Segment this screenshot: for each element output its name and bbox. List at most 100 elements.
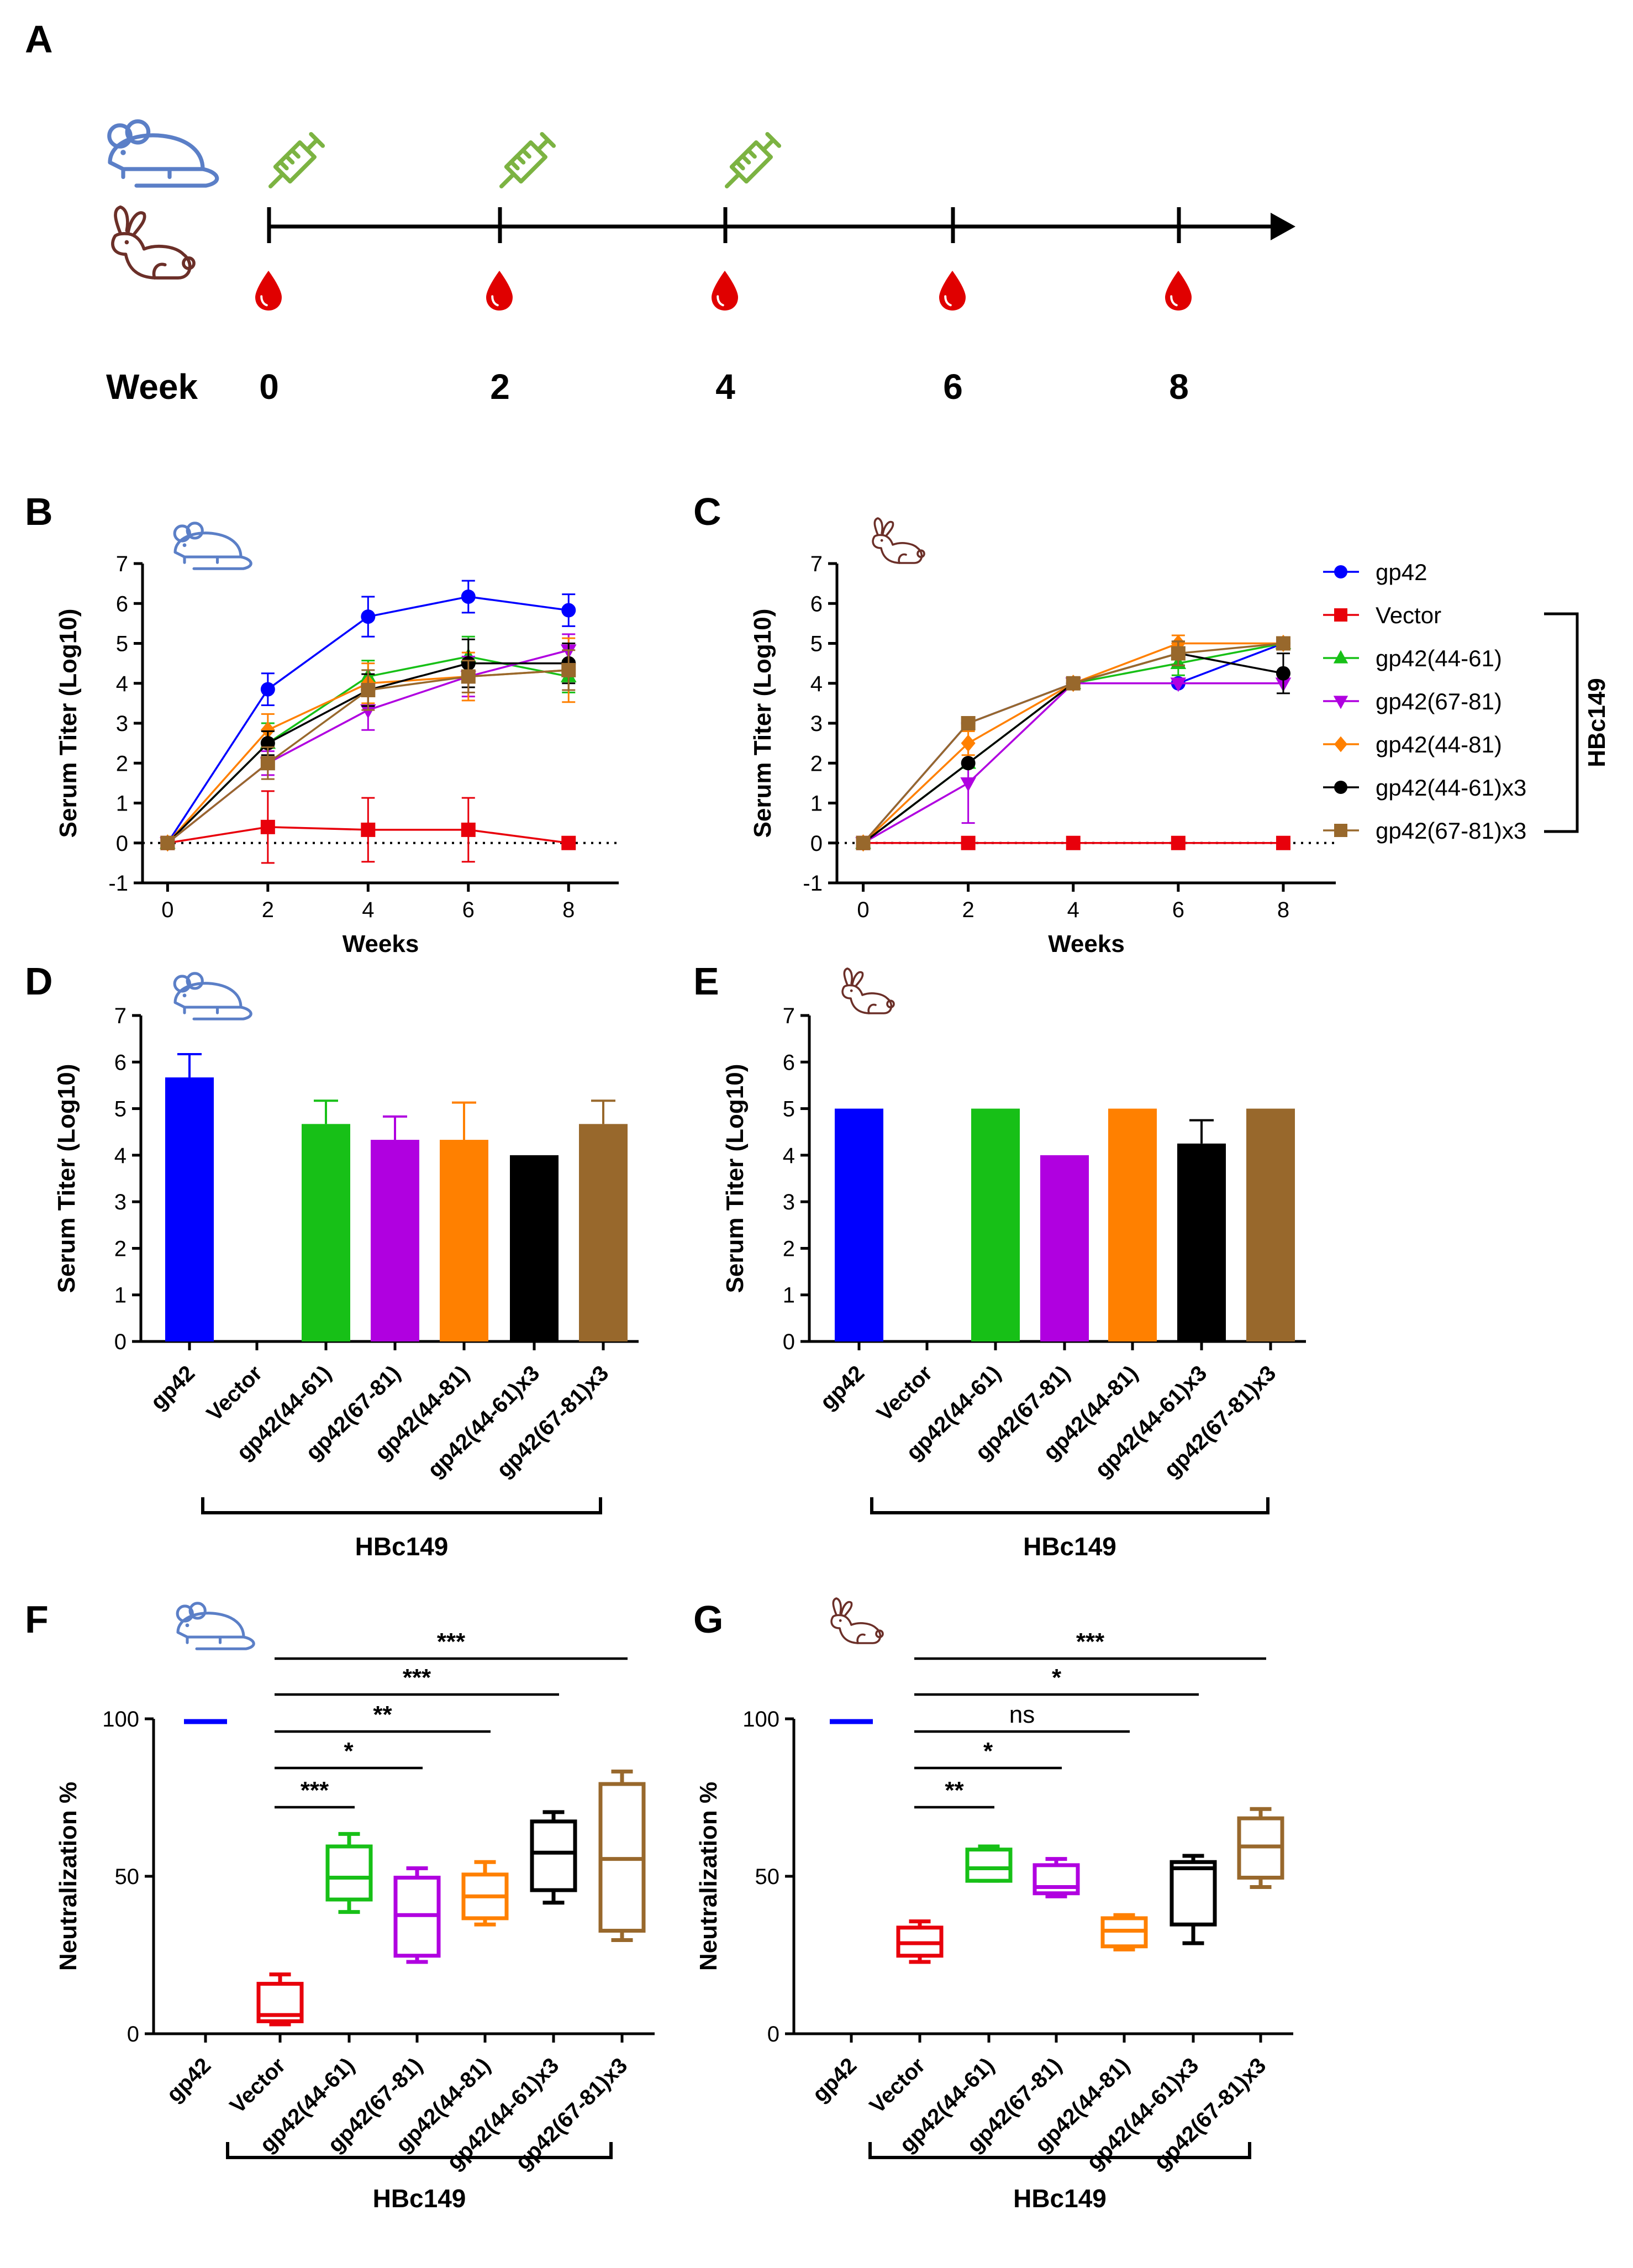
- significance-label: ns: [1009, 1701, 1035, 1728]
- rabbit-tail: [886, 999, 895, 1009]
- syringe-icon: [724, 131, 782, 189]
- mouse-ear: [186, 972, 204, 990]
- marker-square: [561, 662, 576, 677]
- rabbit-leg: [867, 1003, 877, 1014]
- marker-square: [160, 835, 175, 850]
- blood-drop-icon: [255, 271, 282, 311]
- marker-circle: [461, 589, 476, 604]
- y-axis-title: Serum Titer (Log10): [55, 609, 82, 838]
- rabbit-body: [830, 1614, 882, 1644]
- legend-label: gp42(67-81)x3: [1376, 818, 1526, 844]
- significance-label: ***: [1076, 1628, 1105, 1655]
- drop-highlight: [260, 295, 268, 307]
- panel-a-timeline: 0 2 4 6 8 Week: [106, 119, 1295, 407]
- group-bracket: [201, 1497, 602, 1514]
- error-bar: [177, 1053, 202, 1078]
- marker-square: [1334, 824, 1347, 837]
- significance-label: *: [983, 1738, 993, 1765]
- x-tick-label: 2: [962, 898, 974, 922]
- bar-gp42-44-81: [1108, 1108, 1157, 1341]
- mouse-icon: [173, 972, 252, 1020]
- y-tick-label: 3: [116, 712, 128, 736]
- box-gp42-44-61-x3: [1170, 1854, 1217, 1945]
- week-number: 6: [943, 367, 963, 407]
- series-line: [862, 642, 1284, 844]
- y-tick-label: 50: [755, 1865, 780, 1889]
- x-tick-label: 0: [161, 898, 173, 922]
- mouse-eye: [185, 1623, 189, 1628]
- drop-shape: [486, 271, 513, 311]
- marker-triangle-down: [1170, 677, 1187, 692]
- bar-gp42-44-61: [971, 1108, 1020, 1341]
- legend-item-gp42-67-81-x3: gp42(67-81)x3: [1323, 818, 1526, 844]
- panel-letter-c: C: [693, 490, 721, 533]
- x-tick-label: 8: [1277, 898, 1289, 922]
- box-iqr: [1033, 1863, 1080, 1896]
- y-tick-label: 4: [114, 1144, 127, 1168]
- significance-label: **: [373, 1701, 392, 1728]
- series-gp42-67-81-x3: [856, 636, 1290, 850]
- box-iqr: [325, 1844, 373, 1902]
- y-tick-label: -1: [803, 871, 823, 896]
- series-gp42-44-61: [855, 634, 1292, 849]
- rabbit-ear: [832, 1597, 842, 1616]
- rabbit-leg: [152, 262, 167, 280]
- rabbit-ear: [851, 971, 864, 987]
- bar-gp42-67-81-x3: [579, 1124, 628, 1341]
- y-tick-label: 0: [114, 1330, 127, 1354]
- y-tick-label: 0: [783, 1330, 795, 1354]
- marker-square: [961, 716, 976, 730]
- marker-square: [856, 835, 871, 850]
- timeline-arrowhead: [1271, 213, 1295, 240]
- marker-square: [1066, 835, 1081, 850]
- marker-circle: [1334, 565, 1347, 578]
- y-tick-label: 5: [114, 1097, 127, 1122]
- mouse-icon: [176, 1602, 255, 1650]
- box-gp42-44-61-x3: [530, 1810, 577, 1905]
- box-gp42-44-81: [461, 1860, 509, 1927]
- syringe-parts: [499, 131, 556, 189]
- marker-square: [961, 835, 976, 850]
- mouse-icon: [173, 522, 252, 570]
- legend-item-gp42-67-81: gp42(67-81): [1323, 688, 1502, 714]
- panel-c-rabbit-line-chart: -1 0 1 2 3 4 5 6 7 Serum Titer (Log10) 0 2 4 6 8 Weeks: [749, 517, 1336, 957]
- legend: gp42 Vector gp42(44-61) gp42(67-81) gp42(44-…: [1323, 559, 1610, 844]
- significance-label: *: [344, 1738, 354, 1765]
- week-number: 2: [490, 367, 510, 407]
- bar-gp42-67-81: [371, 1140, 419, 1341]
- blood-drop-icon: [1165, 271, 1192, 311]
- error-bar: [591, 1099, 615, 1124]
- error-bar: [1189, 1119, 1214, 1144]
- y-tick-label: 1: [114, 1283, 127, 1308]
- y-tick-label: 0: [810, 832, 823, 856]
- mouse-ear: [107, 123, 133, 149]
- y-tick-label: 1: [810, 792, 823, 816]
- box-gp42-67-81-x3: [1237, 1807, 1284, 1889]
- rabbit-eye: [839, 1619, 842, 1622]
- marker-circle: [361, 609, 376, 624]
- x-tick-label: 4: [1067, 898, 1079, 922]
- series-gp42-44-61-x3: [856, 640, 1290, 850]
- y-tick-label: 6: [114, 1050, 127, 1075]
- y-tick-label: 4: [116, 672, 128, 696]
- category-label-gp42: gp42: [146, 1361, 199, 1414]
- bar-gp42-44-61-x3: [1177, 1143, 1226, 1341]
- x-tick-label: 0: [857, 898, 869, 922]
- rabbit-body: [872, 534, 923, 564]
- y-tick-label: 3: [114, 1190, 127, 1214]
- y-tick-label: 5: [116, 632, 128, 656]
- marker-circle: [260, 682, 275, 697]
- bar-gp42-67-81-x3: [1246, 1108, 1295, 1341]
- x-tick-label: 6: [1172, 898, 1184, 922]
- category-label-vector: Vector: [872, 1361, 937, 1426]
- mouse-eye: [120, 150, 126, 155]
- mouse-eye: [182, 543, 187, 548]
- marker-triangle: [1333, 650, 1348, 664]
- rabbit-ear: [127, 211, 146, 236]
- marker-triangle-down: [1333, 696, 1348, 709]
- marker-triangle-down: [360, 704, 376, 719]
- bar-gp42: [835, 1108, 883, 1341]
- y-tick-label: 5: [810, 632, 823, 656]
